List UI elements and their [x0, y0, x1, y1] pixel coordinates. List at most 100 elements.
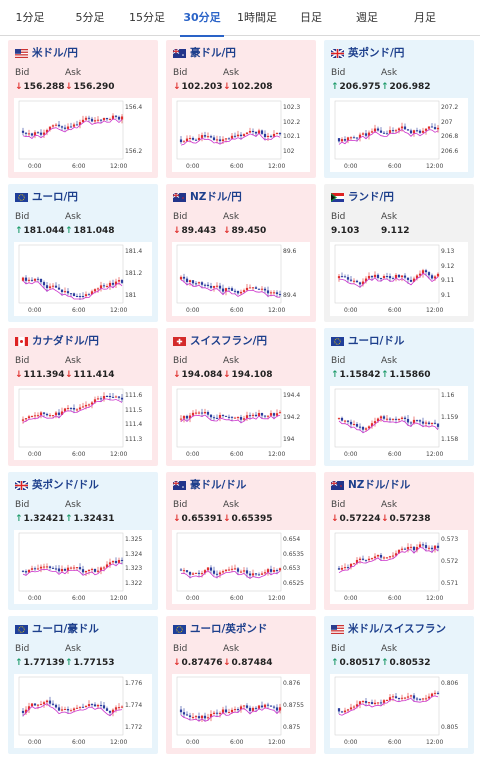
pair-name[interactable]: スイスフラン/円 [190, 335, 268, 347]
pair-name[interactable]: 豪ドル/ドル [190, 479, 247, 491]
pair-name[interactable]: ユーロ/豪ドル [32, 623, 99, 635]
candle-body [84, 117, 88, 120]
candle-body [209, 567, 213, 571]
candlestick-chart: 0.806 0.805 0:00 6:00 12:00 [330, 674, 468, 748]
candle-body [254, 707, 258, 709]
currency-pair-card[interactable]: ユーロ/円 Bid Ask ↑181.044 ↑181.048 181.4 181.2 181… [8, 184, 158, 322]
candle-body [194, 283, 198, 285]
candle-body [75, 409, 79, 411]
tab-1min[interactable]: 1分足 [15, 11, 45, 24]
candle-body [105, 708, 109, 711]
tab-5min[interactable]: 5分足 [75, 11, 105, 24]
candlestick-svg [334, 388, 440, 448]
pair-name[interactable]: 米ドル/スイスフラン [348, 623, 447, 635]
candlestick-chart: 207.2 207 206.8 206.6 0:00 6:00 12:00 [330, 98, 468, 172]
candle-body [254, 414, 258, 417]
currency-pair-card[interactable]: ランド/円 Bid Ask 9.103 9.112 9.13 9.12 9.11 9.1 0:00… [324, 184, 474, 322]
candle-body [272, 292, 276, 294]
pair-name[interactable]: ランド/円 [348, 191, 394, 203]
pair-name[interactable]: カナダドル/円 [32, 335, 99, 347]
candle-body [206, 136, 210, 138]
bid-value: ↓89.443 [173, 226, 217, 236]
candle-body [24, 132, 28, 134]
tab-1hour[interactable]: 1時間足 [237, 11, 277, 24]
currency-pair-card[interactable]: ユーロ/豪ドル Bid Ask ↑1.77139 ↑1.77153 1.776 1.774 1… [8, 616, 158, 754]
x-tick-label: 12:00 [110, 595, 128, 602]
tab-weekly[interactable]: 週足 [356, 11, 378, 24]
candle-body [182, 570, 186, 572]
currency-pair-card[interactable]: NZドル/円 Bid Ask ↓89.443 ↓89.450 89.6 89.4 0:00 6:… [166, 184, 316, 322]
candle-body [24, 418, 28, 420]
x-tick-label: 0:00 [186, 739, 200, 746]
currency-pair-card[interactable]: スイスフラン/円 Bid Ask ↓194.084 ↓194.108 194.4 194.2… [166, 328, 316, 466]
candle-body [346, 709, 350, 711]
currency-pair-card[interactable]: NZドル/ドル Bid Ask ↓0.57224 ↓0.57238 0.573 0.572 0… [324, 472, 474, 610]
currency-pair-card[interactable]: ユーロ/英ポンド Bid Ask ↓0.87476 ↓0.87484 0.876 0.875… [166, 616, 316, 754]
candlestick-svg [176, 100, 282, 160]
pair-name[interactable]: ユーロ/英ポンド [190, 623, 268, 635]
tab-15min[interactable]: 15分足 [129, 11, 165, 24]
candle-body [272, 413, 276, 416]
pair-name[interactable]: ユーロ/ドル [348, 335, 405, 347]
candle-body [60, 411, 64, 415]
tab-daily[interactable]: 日足 [300, 11, 322, 24]
pair-name[interactable]: 米ドル/円 [32, 47, 78, 59]
candle-body [182, 415, 186, 419]
candle-body [412, 278, 416, 282]
candle-body [179, 418, 183, 420]
candle-body [367, 275, 371, 279]
candle-body [78, 567, 82, 570]
pair-name[interactable]: 豪ドル/円 [190, 47, 236, 59]
currency-pair-card[interactable]: ユーロ/ドル Bid Ask ↑1.15842 ↑1.15860 1.16 1.159 1.1… [324, 328, 474, 466]
x-tick-label: 0:00 [28, 163, 42, 170]
bid-value: ↑0.80517 [331, 658, 381, 668]
tab-monthly[interactable]: 月足 [414, 11, 436, 24]
x-tick-label: 12:00 [268, 739, 286, 746]
candle-body [60, 126, 64, 128]
currency-pair-card[interactable]: 米ドル/円 Bid Ask ↓156.288 ↓156.290 156.4 156.2 0:0… [8, 40, 158, 178]
pair-name[interactable]: 英ポンド/円 [348, 47, 405, 59]
candle-body [230, 288, 234, 291]
candle-body [227, 712, 231, 714]
candle-body [379, 278, 383, 280]
tab-30min[interactable]: 30分足 [174, 0, 230, 37]
candle-body [84, 294, 88, 296]
candle-body [430, 275, 434, 279]
down-arrow-icon: ↓ [223, 658, 231, 668]
candle-body [269, 413, 273, 416]
candle-body [266, 569, 270, 573]
currency-pair-card[interactable]: 豪ドル/円 Bid Ask ↓102.203 ↓102.208 102.3 102.2 102… [166, 40, 316, 178]
plot-frame [334, 676, 440, 736]
candle-body [263, 133, 267, 138]
currency-pair-card[interactable]: カナダドル/円 Bid Ask ↓111.394 ↓111.414 111.6 111.5 1… [8, 328, 158, 466]
candle-body [200, 715, 204, 719]
candle-body [45, 700, 49, 703]
currency-pair-card[interactable]: 英ポンド/ドル Bid Ask ↑1.32421 ↑1.32431 1.325 1.324 1… [8, 472, 158, 610]
candle-body [33, 132, 37, 136]
candle-body [224, 288, 228, 292]
candle-body [379, 130, 383, 133]
candle-body [257, 574, 261, 576]
pair-name[interactable]: 英ポンド/ドル [32, 479, 99, 491]
candle-body [75, 296, 79, 297]
currency-pair-card[interactable]: 米ドル/スイスフラン Bid Ask ↑0.80517 ↑0.80532 0.806 0.8… [324, 616, 474, 754]
candle-body [206, 411, 210, 415]
candle-body [433, 545, 437, 550]
pair-name[interactable]: ユーロ/円 [32, 191, 78, 203]
candle-body [269, 705, 273, 707]
candle-body [42, 702, 46, 705]
pair-name[interactable]: NZドル/ドル [348, 479, 411, 491]
bid-value: ↓0.65391 [173, 514, 223, 524]
y-tick-label: 111.3 [125, 436, 143, 443]
currency-pair-card[interactable]: 英ポンド/円 Bid Ask ↑206.975 ↑206.982 207.2 207 206.… [324, 40, 474, 178]
candle-body [364, 559, 368, 561]
candle-body [227, 416, 231, 418]
moving-average-line [22, 280, 123, 300]
currency-pair-card[interactable]: 豪ドル/ドル Bid Ask ↓0.65391 ↓0.65395 0.654 0.6535 0… [166, 472, 316, 610]
candle-body [403, 417, 407, 419]
pair-name[interactable]: NZドル/円 [190, 191, 242, 203]
down-arrow-icon: ↓ [173, 82, 181, 92]
candle-body [45, 413, 49, 416]
candle-body [242, 134, 246, 137]
candle-body [212, 417, 216, 419]
